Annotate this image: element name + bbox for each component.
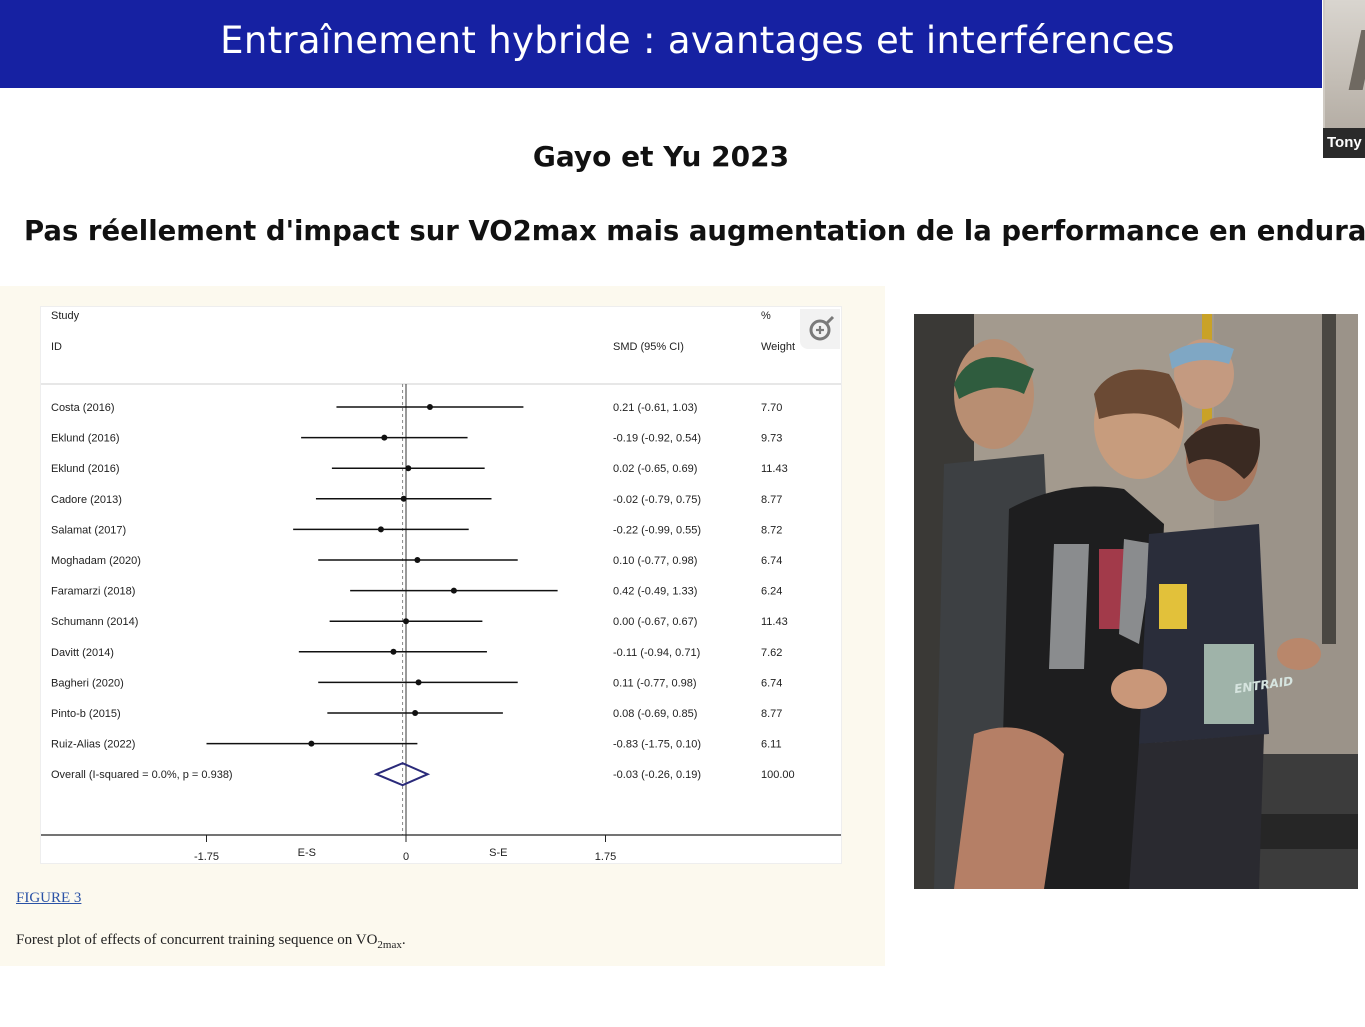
figure-caption: Forest plot of effects of concurrent tra… xyxy=(16,932,406,951)
header-smd: SMD (95% CI) xyxy=(613,341,684,353)
forest-plot: Study ID SMD (95% CI)% Weight Costa (2016) 0.… xyxy=(40,306,842,864)
weight-value: 8.77 xyxy=(761,494,782,506)
smd-ci-value: 0.21 (-0.61, 1.03) xyxy=(613,402,697,414)
participant-video-tile[interactable]: Tony xyxy=(1323,0,1365,158)
weight-value: 7.70 xyxy=(761,402,782,414)
point-estimate xyxy=(390,648,397,655)
zoom-in-icon xyxy=(809,315,835,341)
smd-ci-value: -0.11 (-0.94, 0.71) xyxy=(613,647,700,659)
caption-subscript: 2max xyxy=(377,939,402,951)
header-id: ID xyxy=(51,341,62,353)
point-estimate xyxy=(377,526,384,533)
study-label: Costa (2016) xyxy=(51,402,115,414)
overall-label: Overall (I-squared = 0.0%, p = 0.938) xyxy=(51,769,233,781)
point-estimate xyxy=(400,495,407,502)
smd-ci-value: 0.02 (-0.65, 0.69) xyxy=(613,463,697,475)
slide-subtitle: Gayo et Yu 2023 xyxy=(532,140,790,173)
point-estimate xyxy=(403,618,409,625)
smd-ci-value: -0.83 (-1.75, 0.10) xyxy=(613,739,701,751)
participant-video-feed xyxy=(1325,0,1365,128)
slide-claim: Pas réellement d'impact sur VO2max mais … xyxy=(24,215,1365,247)
smd-ci-value: -0.19 (-0.92, 0.54) xyxy=(613,433,701,445)
point-estimate xyxy=(450,587,457,594)
header-weight: Weight xyxy=(761,341,795,353)
overall-weight-value: 100.00 xyxy=(761,769,795,781)
point-estimate xyxy=(412,710,419,716)
weight-value: 6.11 xyxy=(761,739,782,751)
x-tick-label: 1.75 xyxy=(595,851,616,863)
study-label: Ruiz-Alias (2022) xyxy=(51,739,135,751)
weight-value: 6.74 xyxy=(761,677,782,689)
title-banner: Entraînement hybride : avantages et inte… xyxy=(0,0,1322,88)
weight-value: 11.43 xyxy=(761,463,788,475)
smd-ci-value: 0.10 (-0.77, 0.98) xyxy=(613,555,697,567)
point-estimate xyxy=(426,404,433,410)
point-estimate xyxy=(415,679,422,686)
study-label: Eklund (2016) xyxy=(51,463,120,475)
header-study: Study xyxy=(51,310,80,322)
weight-value: 6.74 xyxy=(761,555,782,567)
weight-value: 8.77 xyxy=(761,708,782,720)
study-label: Salamat (2017) xyxy=(51,524,126,536)
caption-end: . xyxy=(401,932,406,948)
figure-3-link[interactable]: FIGURE 3 xyxy=(16,890,82,906)
caption-text: Forest plot of effects of concurrent tra… xyxy=(16,932,378,948)
participant-name: Tony xyxy=(1323,128,1365,158)
point-estimate xyxy=(405,465,412,472)
weight-value: 9.73 xyxy=(761,433,782,445)
weight-value: 6.24 xyxy=(761,586,782,598)
study-label: Eklund (2016) xyxy=(51,433,120,445)
study-label: Cadore (2013) xyxy=(51,494,122,506)
study-label: Schumann (2014) xyxy=(51,616,138,628)
study-label: Pinto-b (2015) xyxy=(51,708,121,720)
x-tick-label: 0 xyxy=(403,851,409,863)
study-label: Bagheri (2020) xyxy=(51,677,124,689)
point-estimate xyxy=(308,740,315,747)
smd-ci-value: 0.00 (-0.67, 0.67) xyxy=(613,616,697,628)
weight-value: 8.72 xyxy=(761,524,782,536)
slide-title: Entraînement hybride : avantages et inte… xyxy=(220,19,1175,62)
smd-ci-value: 0.42 (-0.49, 1.33) xyxy=(613,586,697,598)
zoom-button[interactable] xyxy=(800,309,840,349)
smd-ci-value: 0.11 (-0.77, 0.98) xyxy=(613,677,697,689)
header-weight-pct: % xyxy=(761,310,771,322)
weight-value: 7.62 xyxy=(761,647,782,659)
overall-smd-ci-value: -0.03 (-0.26, 0.19) xyxy=(613,769,701,781)
forest-plot-svg: Study ID SMD (95% CI)% Weight Costa (2016) 0.… xyxy=(41,310,841,863)
overall-diamond xyxy=(373,762,431,787)
study-label: Faramarzi (2018) xyxy=(51,586,135,598)
point-estimate xyxy=(414,557,421,563)
smd-ci-value: -0.02 (-0.79, 0.75) xyxy=(613,494,701,506)
smd-ci-value: 0.08 (-0.69, 0.85) xyxy=(613,708,697,720)
x-annotation: E-S xyxy=(298,847,316,859)
smd-ci-value: -0.22 (-0.99, 0.55) xyxy=(613,524,701,536)
x-tick-label: -1.75 xyxy=(194,851,219,863)
point-estimate xyxy=(381,434,388,441)
study-label: Moghadam (2020) xyxy=(51,555,141,567)
x-annotation: S-E xyxy=(489,847,507,859)
study-label: Davitt (2014) xyxy=(51,647,114,659)
weight-value: 11.43 xyxy=(761,616,788,628)
trail-runners-photo: ENTRAID xyxy=(914,314,1358,889)
